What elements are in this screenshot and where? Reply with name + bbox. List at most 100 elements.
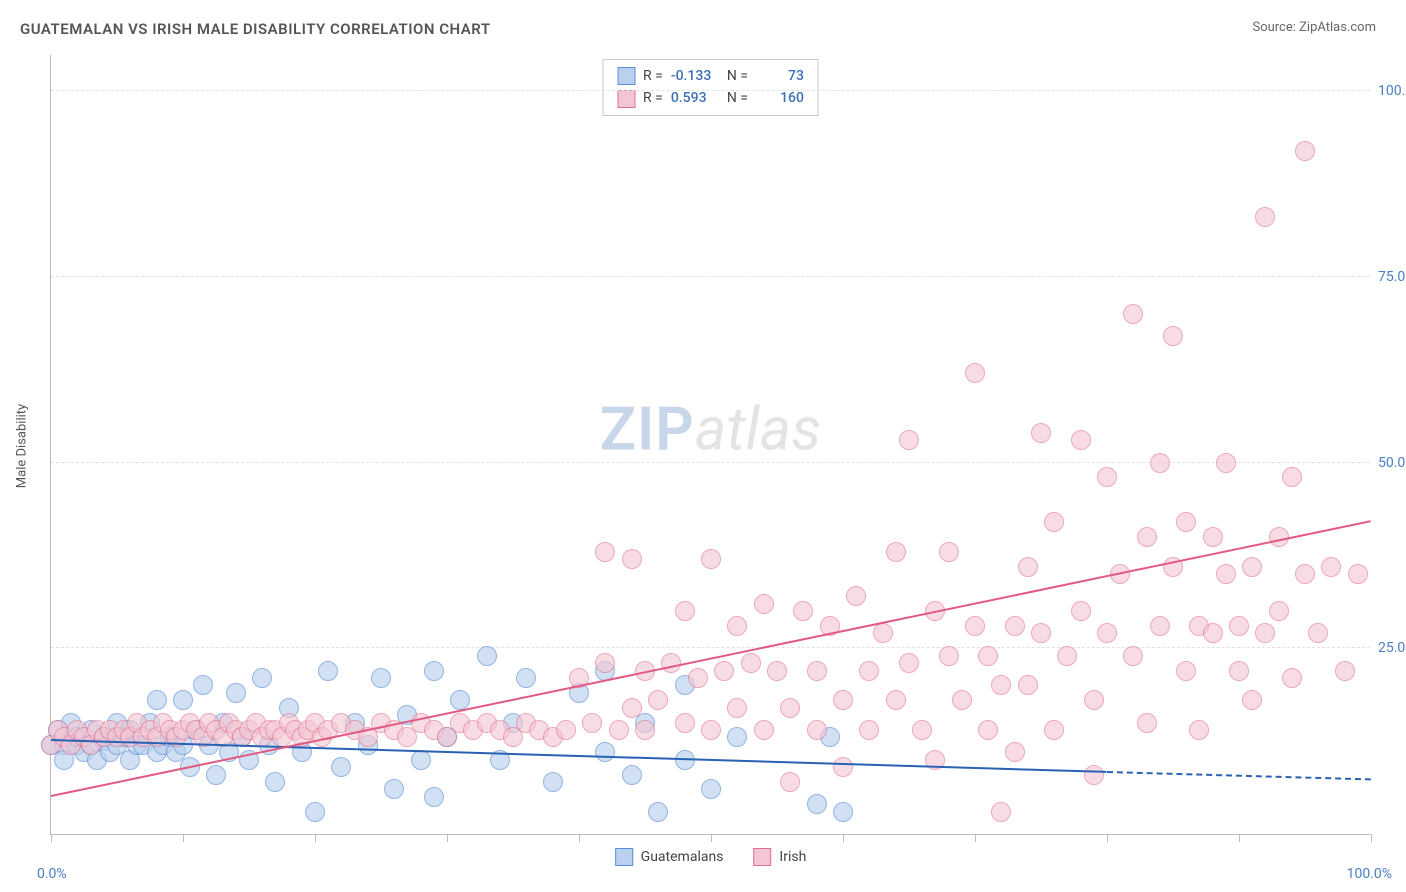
scatter-point [1308,623,1328,643]
gridline: 50.0% [51,462,1370,463]
scatter-point [727,616,747,636]
scatter-point [1321,557,1341,577]
x-label-min: 0.0% [37,866,67,882]
scatter-point [1295,564,1315,584]
scatter-point [305,802,325,822]
scatter-point [1176,661,1196,681]
scatter-point [978,720,998,740]
scatter-point [965,363,985,383]
scatter-point [252,668,272,688]
scatter-point [648,690,668,710]
scatter-point [859,720,879,740]
scatter-point [807,661,827,681]
scatter-point [1071,601,1091,621]
scatter-point [1189,720,1209,740]
watermark: ZIPatlas [600,393,822,464]
legend-row-guatemalans: R = -0.133 N = 73 [617,65,804,87]
x-tick [1239,834,1240,842]
scatter-point [1335,661,1355,681]
scatter-point [1150,453,1170,473]
scatter-point [899,430,919,450]
r-label: R = [643,65,663,87]
scatter-point [1137,527,1157,547]
scatter-point [635,720,655,740]
scatter-point [965,616,985,636]
scatter-point [675,713,695,733]
scatter-point [622,549,642,569]
scatter-point [265,772,285,792]
scatter-point [767,661,787,681]
scatter-point [833,802,853,822]
scatter-point [206,765,226,785]
scatter-point [173,690,193,710]
scatter-point [1269,601,1289,621]
n-label: N = [727,65,748,87]
x-tick [315,834,316,842]
scatter-point [1216,564,1236,584]
scatter-point [193,675,213,695]
scatter-point [807,794,827,814]
legend-item-guatemalans: Guatemalans [615,848,724,866]
y-tick-label: 75.0% [1378,269,1406,285]
scatter-point [899,653,919,673]
swatch-irish [753,848,771,866]
scatter-point [424,787,444,807]
y-axis-title: Male Disability [15,404,30,488]
scatter-point [318,661,338,681]
scatter-point [701,779,721,799]
watermark-zip: ZIP [600,393,695,464]
scatter-point [1057,646,1077,666]
scatter-point [1005,742,1025,762]
scatter-point [1084,765,1104,785]
scatter-point [1242,690,1262,710]
scatter-point [701,720,721,740]
x-tick [183,834,184,842]
scatter-point [622,698,642,718]
correlation-legend: R = -0.133 N = 73 R = 0.593 N = 160 [602,59,819,116]
scatter-point [543,772,563,792]
scatter-point [886,542,906,562]
scatter-point [1084,690,1104,710]
scatter-point [1229,616,1249,636]
scatter-point [991,802,1011,822]
scatter-point [952,690,972,710]
y-tick-label: 100.0% [1378,83,1406,99]
r-value-guatemalans: -0.133 [671,65,719,87]
scatter-point [873,623,893,643]
swatch-irish [617,90,635,108]
scatter-point [1242,557,1262,577]
y-tick-label: 25.0% [1378,640,1406,656]
scatter-point [1123,304,1143,324]
scatter-point [1203,527,1223,547]
series-name-guatemalans: Guatemalans [641,849,724,865]
scatter-point [1203,623,1223,643]
scatter-point [1229,661,1249,681]
n-value-guatemalans: 73 [756,65,804,87]
x-tick [843,834,844,842]
x-tick [447,834,448,842]
scatter-point [886,690,906,710]
scatter-point [833,757,853,777]
scatter-point [582,713,602,733]
source-attribution: Source: ZipAtlas.com [1252,20,1376,35]
trendline [1107,771,1371,780]
gridline: 25.0% [51,647,1370,648]
scatter-point [384,779,404,799]
scatter-point [727,698,747,718]
scatter-point [1255,623,1275,643]
scatter-point [1295,141,1315,161]
gridline: 75.0% [51,276,1370,277]
scatter-point [939,542,959,562]
scatter-point [1044,512,1064,532]
scatter-point [846,586,866,606]
scatter-point [1163,326,1183,346]
scatter-point [688,668,708,688]
x-label-max: 100.0% [1347,866,1392,882]
scatter-point [714,661,734,681]
scatter-point [701,549,721,569]
scatter-point [424,661,444,681]
swatch-guatemalans [617,67,635,85]
scatter-point [1018,557,1038,577]
scatter-point [754,720,774,740]
scatter-point [1255,207,1275,227]
